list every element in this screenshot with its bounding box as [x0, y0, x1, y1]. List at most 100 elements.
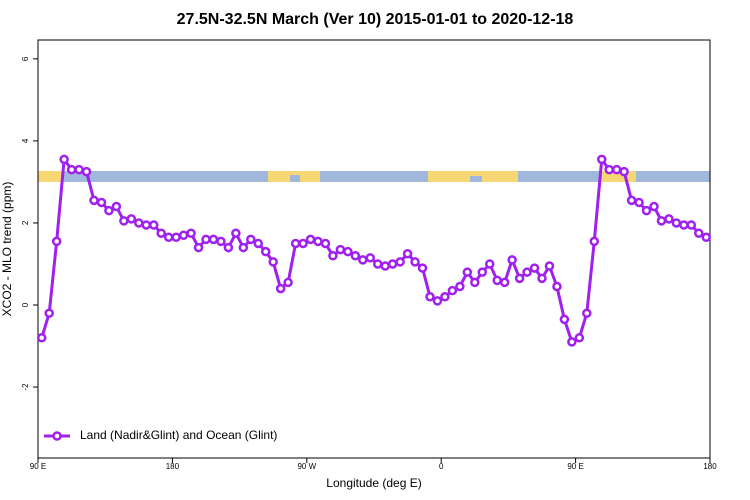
data-point	[582, 308, 592, 318]
data-point	[470, 277, 480, 288]
data-point	[238, 242, 249, 253]
data-point	[589, 236, 600, 247]
data-point	[410, 257, 420, 267]
data-point	[201, 234, 211, 245]
data-point	[156, 228, 166, 238]
data-point	[305, 234, 316, 245]
data-point	[484, 259, 495, 269]
y-tick-label: -2	[21, 383, 30, 391]
data-point	[417, 263, 428, 273]
data-point	[343, 246, 353, 257]
data-point	[552, 281, 562, 292]
data-point	[649, 201, 659, 212]
data-point	[671, 218, 682, 228]
x-axis-label: Longitude (deg E)	[326, 476, 421, 490]
data-point	[178, 230, 189, 241]
data-point	[141, 220, 152, 230]
y-axis-label: XCO2 - MLO trend (ppm)	[0, 182, 14, 317]
data-point	[499, 277, 510, 288]
x-tick-label: 90 E	[30, 462, 46, 471]
data-point	[619, 166, 629, 177]
data-point	[320, 238, 331, 249]
data-point	[358, 255, 368, 265]
data-point	[514, 273, 525, 284]
data-point	[134, 218, 144, 228]
y-tick-label: 6	[21, 56, 30, 61]
data-point	[96, 197, 107, 208]
data-point	[119, 216, 129, 226]
data-point	[111, 201, 122, 212]
y-tick-label: 0	[21, 302, 30, 307]
data-point	[462, 267, 473, 277]
data-point	[634, 197, 644, 208]
data-point	[380, 261, 390, 271]
data-point	[425, 292, 435, 302]
data-point	[81, 166, 92, 177]
data-point	[507, 255, 517, 265]
data-point	[246, 234, 256, 245]
data-point	[268, 257, 278, 267]
data-point	[664, 214, 674, 224]
legend-label: Land (Nadir&Glint) and Ocean (Glint)	[80, 428, 277, 442]
data-point	[208, 234, 219, 245]
data-point	[492, 275, 502, 286]
data-point	[432, 296, 443, 306]
data-point	[335, 244, 346, 255]
data-point	[36, 333, 47, 343]
data-point	[223, 242, 234, 253]
data-point	[51, 236, 62, 247]
x-tick-label: 90 W	[297, 462, 316, 471]
data-point	[447, 285, 458, 296]
data-point	[148, 220, 159, 230]
data-point	[89, 195, 99, 206]
data-point	[537, 273, 547, 284]
data-point	[477, 267, 488, 277]
data-point	[567, 337, 577, 347]
data-point	[656, 216, 667, 226]
legend-marker	[52, 431, 62, 441]
data-point	[313, 236, 323, 247]
data-point	[611, 164, 622, 175]
data-point	[522, 267, 532, 277]
data-point	[328, 251, 338, 261]
data-point	[260, 246, 271, 257]
x-tick-label: 180	[166, 462, 180, 471]
data-point	[275, 283, 286, 294]
data-point	[387, 259, 398, 269]
data-point	[104, 205, 114, 216]
data-point	[544, 261, 555, 271]
data-point	[44, 308, 54, 318]
data-point	[350, 251, 361, 261]
data-point	[186, 228, 196, 238]
data-point	[604, 164, 614, 175]
data-point	[574, 333, 585, 343]
data-point	[694, 228, 704, 238]
data-point	[626, 195, 637, 206]
data-point	[171, 232, 181, 243]
y-tick-label: 4	[21, 138, 30, 143]
data-point	[216, 236, 226, 247]
data-point	[126, 214, 137, 224]
data-point	[440, 292, 450, 302]
x-tick-label: 90 E	[567, 462, 583, 471]
data-point	[66, 164, 77, 175]
data-point	[455, 281, 465, 292]
data-point	[163, 232, 174, 243]
data-point	[559, 314, 570, 325]
data-point	[59, 154, 69, 165]
data-point	[74, 164, 84, 175]
data-point	[529, 263, 540, 273]
x-tick-label: 180	[703, 462, 717, 471]
chart-title: 27.5N-32.5N March (Ver 10) 2015-01-01 to…	[177, 11, 574, 28]
data-point	[679, 220, 689, 230]
data-point	[283, 277, 293, 288]
data-point	[596, 154, 607, 165]
plot-frame	[37, 39, 711, 459]
data-point	[298, 238, 308, 249]
land-ocean-strip	[38, 171, 710, 182]
data-point	[641, 205, 652, 216]
data-point	[402, 248, 413, 259]
data-point	[290, 238, 301, 249]
series-line	[40, 155, 707, 345]
data-point	[701, 232, 712, 243]
